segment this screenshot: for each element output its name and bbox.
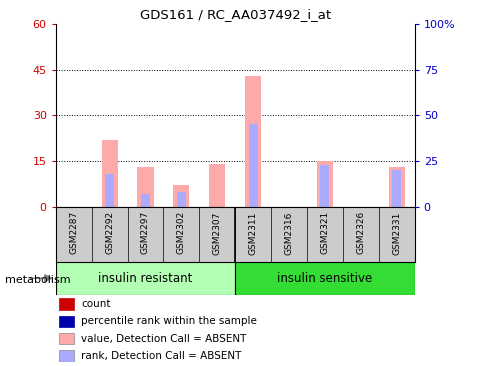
Bar (388, 167, 404, 207)
Bar (177, 192, 185, 207)
Bar (59, 298, 74, 310)
FancyBboxPatch shape (56, 262, 235, 295)
Bar (392, 170, 400, 207)
Text: GSM2321: GSM2321 (320, 211, 329, 254)
Bar (209, 164, 225, 207)
Text: insulin sensitive: insulin sensitive (277, 272, 372, 285)
Text: value, Detection Call = ABSENT: value, Detection Call = ABSENT (81, 334, 246, 344)
Bar (105, 174, 114, 207)
Bar (248, 124, 257, 207)
Bar (59, 315, 74, 327)
FancyBboxPatch shape (235, 262, 414, 295)
Text: GSM2287: GSM2287 (69, 211, 78, 254)
Text: GSM2297: GSM2297 (141, 211, 150, 254)
Text: percentile rank within the sample: percentile rank within the sample (81, 316, 256, 326)
Text: count: count (81, 299, 110, 309)
Bar (137, 167, 153, 207)
Bar (173, 186, 189, 207)
Text: GSM2307: GSM2307 (212, 211, 221, 255)
Title: GDS161 / RC_AA037492_i_at: GDS161 / RC_AA037492_i_at (139, 8, 330, 21)
Bar (244, 76, 261, 207)
Text: GSM2326: GSM2326 (356, 211, 364, 254)
Text: metabolism: metabolism (5, 275, 70, 285)
Bar (59, 350, 74, 362)
Text: rank, Detection Call = ABSENT: rank, Detection Call = ABSENT (81, 351, 241, 361)
Bar (101, 140, 118, 207)
Text: insulin resistant: insulin resistant (98, 272, 192, 285)
Text: GSM2311: GSM2311 (248, 211, 257, 255)
Text: GSM2316: GSM2316 (284, 211, 293, 255)
Bar (141, 194, 150, 207)
Text: GSM2292: GSM2292 (105, 211, 114, 254)
Bar (59, 333, 74, 344)
Bar (316, 161, 333, 207)
Text: GSM2331: GSM2331 (392, 211, 400, 255)
Text: GSM2302: GSM2302 (177, 211, 185, 254)
Bar (320, 165, 329, 207)
